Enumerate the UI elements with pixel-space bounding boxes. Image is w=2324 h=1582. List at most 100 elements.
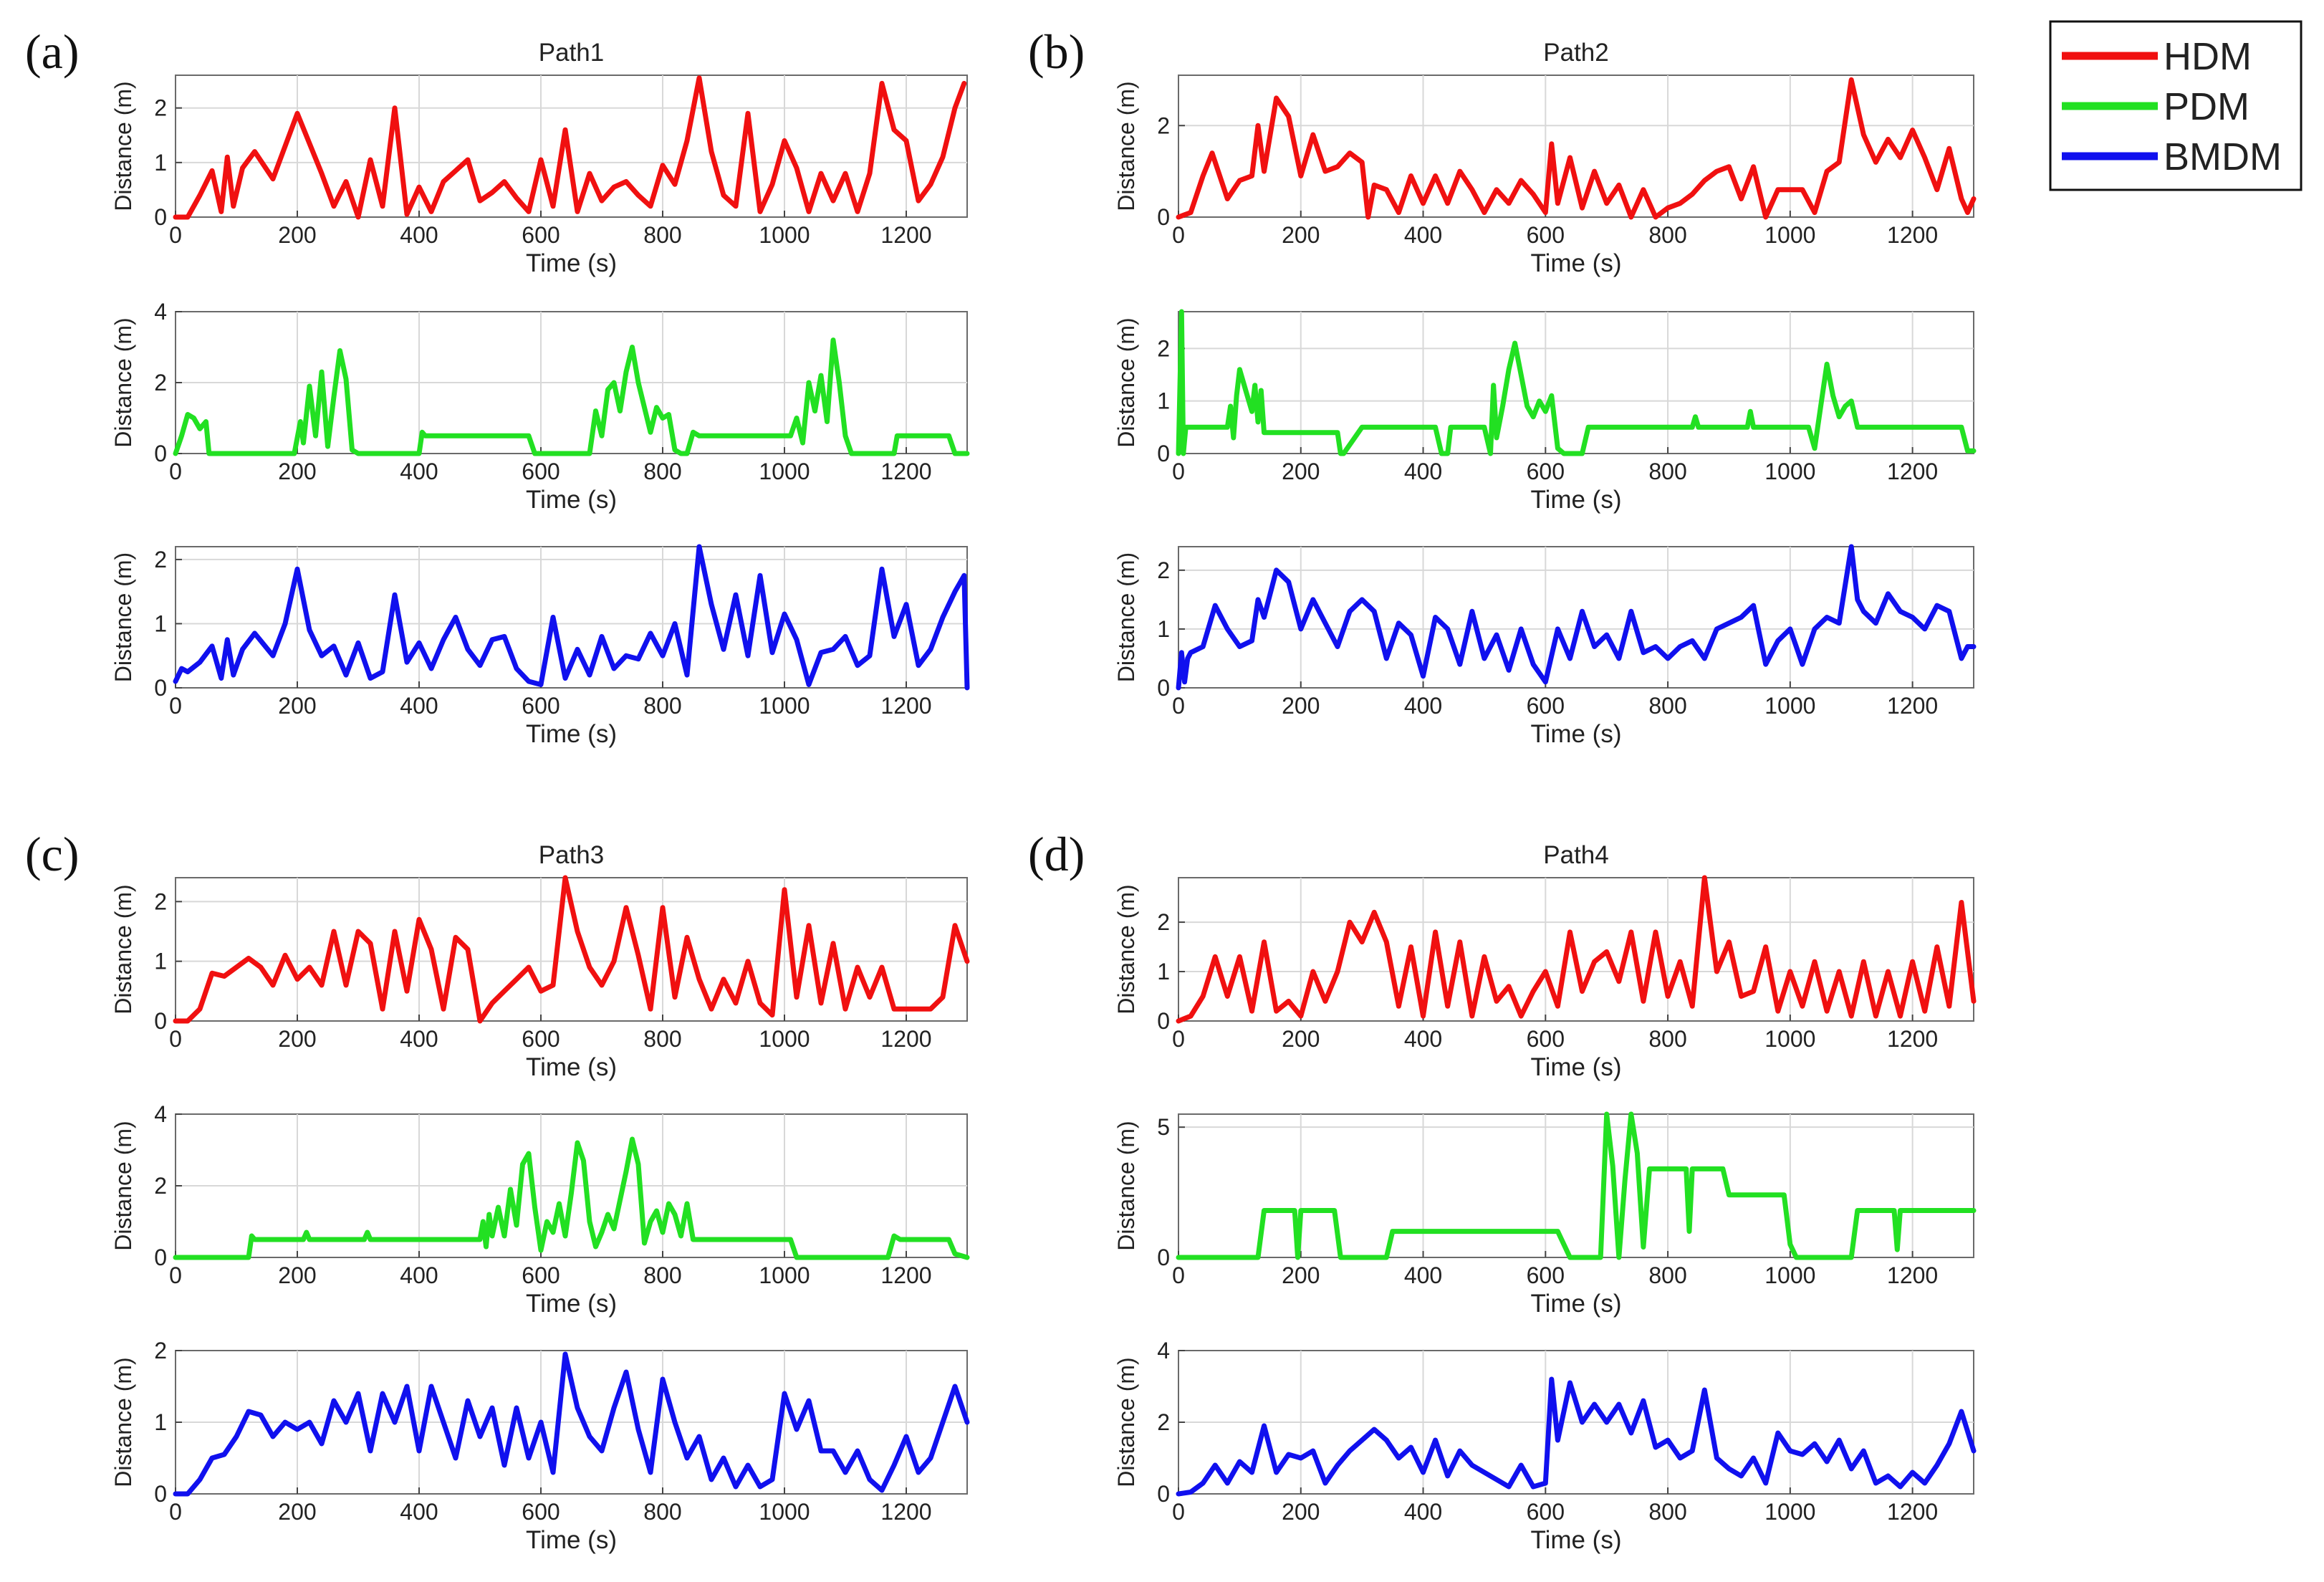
tick-label-x-p2-hdm-1000: 1000 bbox=[1764, 222, 1815, 248]
tick-label-x-p1-bmdm-800: 800 bbox=[643, 693, 681, 719]
tick-label-x-p4-bmdm-0: 0 bbox=[1172, 1499, 1185, 1525]
tick-label-x-p4-pdm-0: 0 bbox=[1172, 1262, 1185, 1288]
tick-label-y-p3-hdm-2: 2 bbox=[154, 888, 167, 914]
panel-letter-1: (a) bbox=[25, 24, 79, 79]
tick-label-y-p3-bmdm-2: 2 bbox=[154, 1338, 167, 1363]
tick-label-x-p1-hdm-200: 200 bbox=[278, 222, 316, 248]
series-line-p4-hdm bbox=[1176, 875, 1977, 1024]
tick-label-x-p1-bmdm-1000: 1000 bbox=[759, 693, 810, 719]
tick-label-x-p2-pdm-200: 200 bbox=[1282, 459, 1320, 484]
tick-label-x-p4-bmdm-800: 800 bbox=[1648, 1499, 1686, 1525]
series-line-p2-bmdm bbox=[1176, 544, 1977, 691]
tick-label-x-p4-bmdm-200: 200 bbox=[1282, 1499, 1320, 1525]
tick-label-y-p2-hdm-0: 0 bbox=[1157, 204, 1170, 230]
tick-label-y-p2-bmdm-2: 2 bbox=[1157, 557, 1170, 583]
tick-label-x-p4-bmdm-400: 400 bbox=[1404, 1499, 1442, 1525]
tick-label-x-p2-pdm-0: 0 bbox=[1172, 459, 1185, 484]
tick-label-x-p3-bmdm-200: 200 bbox=[278, 1499, 316, 1525]
tick-label-y-p3-hdm-0: 0 bbox=[154, 1008, 167, 1034]
tick-label-x-p1-pdm-800: 800 bbox=[643, 459, 681, 484]
tick-label-y-p2-hdm-2: 2 bbox=[1157, 112, 1170, 138]
tick-label-x-p3-bmdm-1200: 1200 bbox=[880, 1499, 931, 1525]
tick-label-x-p2-hdm-600: 600 bbox=[1527, 222, 1565, 248]
tick-label-x-p3-hdm-600: 600 bbox=[522, 1026, 560, 1052]
tick-label-x-p1-bmdm-1200: 1200 bbox=[880, 693, 931, 719]
tick-label-y-p1-hdm-2: 2 bbox=[154, 95, 167, 121]
tick-label-x-p4-pdm-600: 600 bbox=[1527, 1262, 1565, 1288]
tick-label-y-p1-hdm-1: 1 bbox=[154, 150, 167, 176]
tick-label-x-p2-bmdm-800: 800 bbox=[1648, 693, 1686, 719]
tick-label-x-p2-bmdm-200: 200 bbox=[1282, 693, 1320, 719]
tick-label-y-p1-pdm-4: 4 bbox=[154, 299, 167, 325]
plot-area-p1-hdm bbox=[175, 75, 968, 218]
tick-label-y-p3-pdm-2: 2 bbox=[154, 1173, 167, 1199]
x-axis-label-p2-bmdm: Time (s) bbox=[1530, 720, 1621, 748]
tick-label-x-p3-hdm-1000: 1000 bbox=[759, 1026, 810, 1052]
tick-label-x-p4-pdm-1200: 1200 bbox=[1887, 1262, 1938, 1288]
series-line-p1-bmdm bbox=[173, 544, 970, 691]
tick-label-y-p1-pdm-0: 0 bbox=[154, 441, 167, 466]
tick-label-x-p1-bmdm-0: 0 bbox=[169, 693, 182, 719]
tick-label-y-p1-bmdm-1: 1 bbox=[154, 610, 167, 636]
tick-label-y-p1-pdm-2: 2 bbox=[154, 370, 167, 396]
panel-title-1: Path1 bbox=[539, 39, 604, 67]
panel-title-3: Path3 bbox=[539, 841, 604, 869]
tick-label-y-p1-hdm-0: 0 bbox=[154, 204, 167, 230]
x-axis-label-p2-hdm: Time (s) bbox=[1530, 249, 1621, 277]
tick-label-x-p3-pdm-800: 800 bbox=[643, 1262, 681, 1288]
y-axis-label-p3-pdm: Distance (m) bbox=[110, 1121, 136, 1250]
legend-label-bmdm: BMDM bbox=[2164, 135, 2282, 178]
tick-label-x-p1-pdm-1000: 1000 bbox=[759, 459, 810, 484]
tick-label-x-p3-bmdm-0: 0 bbox=[169, 1499, 182, 1525]
tick-label-x-p3-bmdm-800: 800 bbox=[643, 1499, 681, 1525]
y-axis-label-p3-hdm: Distance (m) bbox=[110, 884, 136, 1014]
tick-label-x-p4-bmdm-1200: 1200 bbox=[1887, 1499, 1938, 1525]
tick-label-x-p1-hdm-400: 400 bbox=[400, 222, 438, 248]
y-axis-label-p4-pdm: Distance (m) bbox=[1113, 1121, 1139, 1250]
tick-label-y-p4-hdm-2: 2 bbox=[1157, 909, 1170, 935]
y-axis-label-p3-bmdm: Distance (m) bbox=[110, 1357, 136, 1487]
tick-label-x-p1-hdm-0: 0 bbox=[169, 222, 182, 248]
tick-label-x-p3-pdm-1000: 1000 bbox=[759, 1262, 810, 1288]
series-line-p2-hdm bbox=[1176, 77, 1977, 220]
series-line-p3-pdm bbox=[173, 1136, 970, 1260]
x-axis-label-p1-bmdm: Time (s) bbox=[526, 720, 617, 748]
tick-label-x-p1-hdm-1000: 1000 bbox=[759, 222, 810, 248]
plot-area-p2-pdm bbox=[1178, 311, 1974, 454]
tick-label-x-p1-hdm-1200: 1200 bbox=[880, 222, 931, 248]
y-axis-label-p4-hdm: Distance (m) bbox=[1113, 884, 1139, 1014]
x-axis-label-p4-bmdm: Time (s) bbox=[1530, 1526, 1621, 1554]
x-axis-label-p3-pdm: Time (s) bbox=[526, 1290, 617, 1318]
tick-label-y-p2-pdm-0: 0 bbox=[1157, 441, 1170, 466]
tick-label-y-p4-bmdm-2: 2 bbox=[1157, 1409, 1170, 1435]
tick-label-x-p3-pdm-1200: 1200 bbox=[880, 1262, 931, 1288]
tick-label-x-p3-pdm-400: 400 bbox=[400, 1262, 438, 1288]
tick-label-x-p1-hdm-800: 800 bbox=[643, 222, 681, 248]
tick-label-x-p2-bmdm-0: 0 bbox=[1172, 693, 1185, 719]
y-axis-label-p1-bmdm: Distance (m) bbox=[110, 552, 136, 682]
tick-label-x-p2-hdm-200: 200 bbox=[1282, 222, 1320, 248]
series-line-p2-pdm bbox=[1176, 309, 1977, 456]
tick-label-x-p4-hdm-800: 800 bbox=[1648, 1026, 1686, 1052]
tick-label-y-p4-bmdm-0: 0 bbox=[1157, 1481, 1170, 1507]
tick-label-x-p2-hdm-0: 0 bbox=[1172, 222, 1185, 248]
series-line-p4-pdm bbox=[1176, 1111, 1977, 1260]
tick-label-x-p2-bmdm-1200: 1200 bbox=[1887, 693, 1938, 719]
legend-label-hdm: HDM bbox=[2164, 35, 2252, 78]
tick-label-x-p3-hdm-0: 0 bbox=[169, 1026, 182, 1052]
tick-label-y-p1-bmdm-2: 2 bbox=[154, 547, 167, 572]
tick-label-x-p2-hdm-400: 400 bbox=[1404, 222, 1442, 248]
tick-label-x-p2-pdm-1200: 1200 bbox=[1887, 459, 1938, 484]
x-axis-label-p1-hdm: Time (s) bbox=[526, 249, 617, 277]
series-line-p3-bmdm bbox=[173, 1351, 970, 1497]
tick-label-y-p3-bmdm-1: 1 bbox=[154, 1409, 167, 1435]
tick-label-x-p1-pdm-200: 200 bbox=[278, 459, 316, 484]
tick-label-x-p1-pdm-0: 0 bbox=[169, 459, 182, 484]
y-axis-label-p1-pdm: Distance (m) bbox=[110, 317, 136, 447]
x-axis-label-p3-bmdm: Time (s) bbox=[526, 1526, 617, 1554]
y-axis-label-p2-bmdm: Distance (m) bbox=[1113, 552, 1139, 682]
tick-label-y-p2-pdm-1: 1 bbox=[1157, 388, 1170, 414]
plot-area-p4-pdm bbox=[1178, 1113, 1974, 1258]
x-axis-label-p4-pdm: Time (s) bbox=[1530, 1290, 1621, 1318]
tick-label-x-p1-bmdm-600: 600 bbox=[522, 693, 560, 719]
